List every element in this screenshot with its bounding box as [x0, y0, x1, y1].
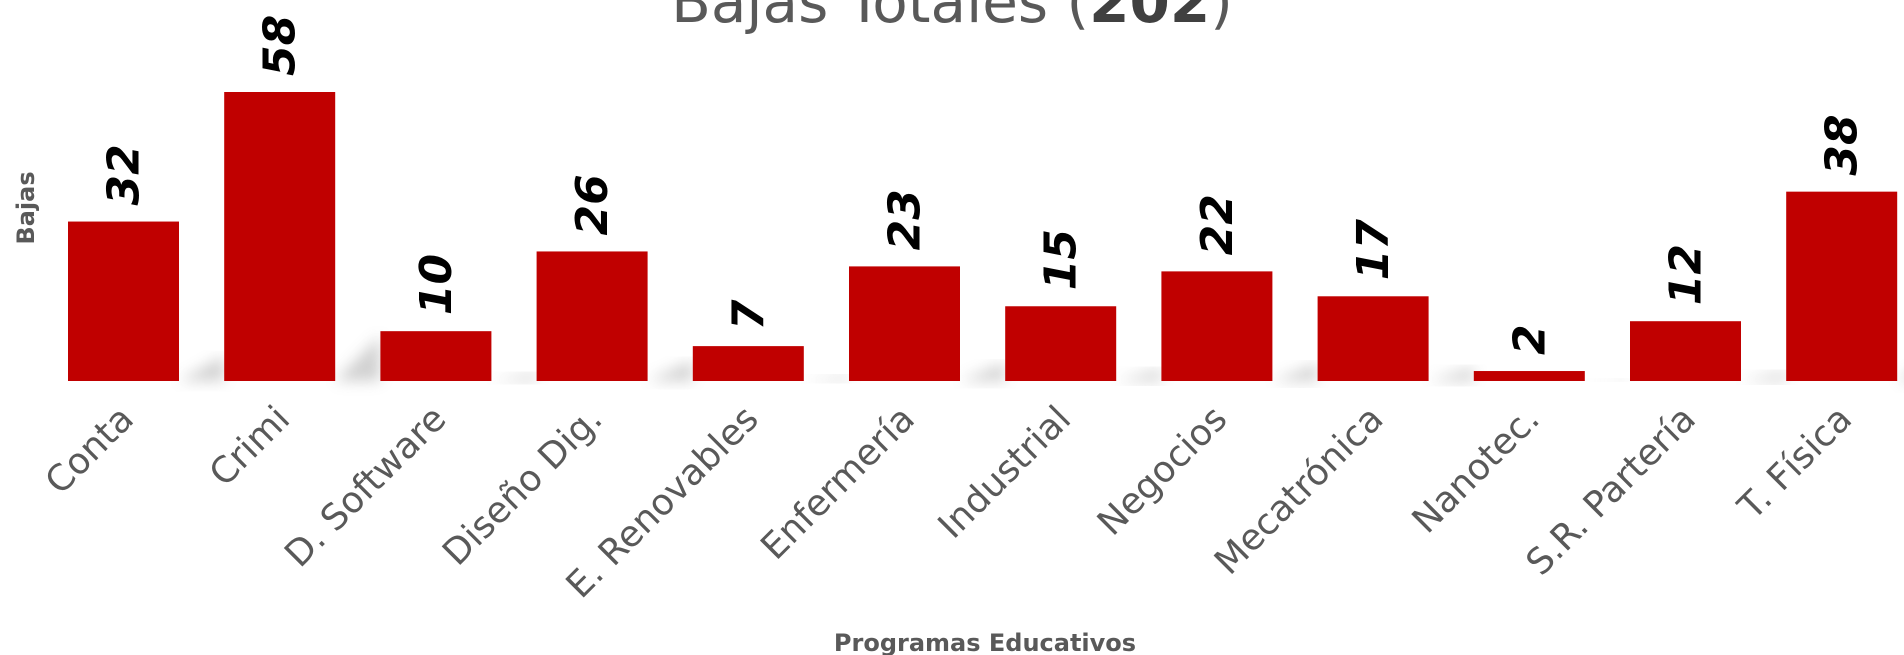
bar-shadow [1897, 376, 1904, 381]
value-label: 2 [1504, 324, 1555, 355]
bar-shadow [1428, 367, 1474, 381]
bar-shadow [647, 360, 693, 381]
bar-shadow [1116, 369, 1162, 381]
value-label: 26 [567, 174, 618, 235]
category-label: D. Software [277, 398, 454, 575]
value-label: 22 [1192, 194, 1243, 255]
category-label: Nanotec. [1405, 398, 1548, 541]
value-label: 7 [723, 299, 774, 330]
bar-shadow [1272, 363, 1318, 381]
category-label: Conta [38, 398, 142, 502]
value-label: 38 [1817, 114, 1868, 175]
value-label: 32 [99, 144, 150, 205]
value-label: 10 [411, 254, 462, 315]
category-label: Mecatrónica [1207, 398, 1391, 582]
bar [1317, 296, 1429, 381]
value-label: 15 [1036, 229, 1087, 290]
bar-shadow [960, 362, 1005, 381]
bar [1630, 321, 1741, 381]
bar [380, 331, 492, 381]
category-label: Industrial [931, 398, 1079, 546]
bars-group [68, 92, 1898, 381]
chart-title-text: Bajas Totales [671, 0, 1048, 36]
value-label: 12 [1661, 244, 1712, 305]
bar-shadows [179, 335, 1904, 381]
bar-shadow [803, 375, 849, 381]
y-axis-label: Bajas [12, 171, 40, 244]
bar [1005, 306, 1117, 381]
value-label: 17 [1348, 219, 1399, 281]
bar-shadow [179, 355, 224, 381]
category-label: Diseño Dig. [435, 398, 610, 573]
bar [849, 266, 960, 381]
category-label: Enfermería [753, 398, 922, 567]
bar-shadow [335, 335, 381, 381]
category-label: Crimi [202, 398, 298, 494]
value-labels-group: 32 58 10 26 7 23 15 22 17 2 12 38 [99, 15, 1868, 355]
bar-shadow [1584, 378, 1630, 381]
category-label: Negocios [1090, 398, 1235, 543]
bar [1161, 271, 1273, 381]
bar [1786, 191, 1898, 381]
chart-title: Bajas Totales (202) [671, 0, 1233, 36]
bar [692, 346, 804, 381]
bar-shadow [491, 373, 537, 381]
value-label: 58 [255, 15, 306, 76]
bar [536, 251, 648, 381]
value-label: 23 [880, 189, 931, 250]
bar [68, 221, 179, 381]
bar-shadow [1741, 371, 1786, 381]
bar [1473, 371, 1585, 381]
x-axis-label: Programas Educativos [834, 629, 1136, 655]
chart-title-total: 202 [1089, 0, 1210, 36]
bar [224, 92, 336, 381]
category-label: T. Física [1730, 398, 1860, 528]
